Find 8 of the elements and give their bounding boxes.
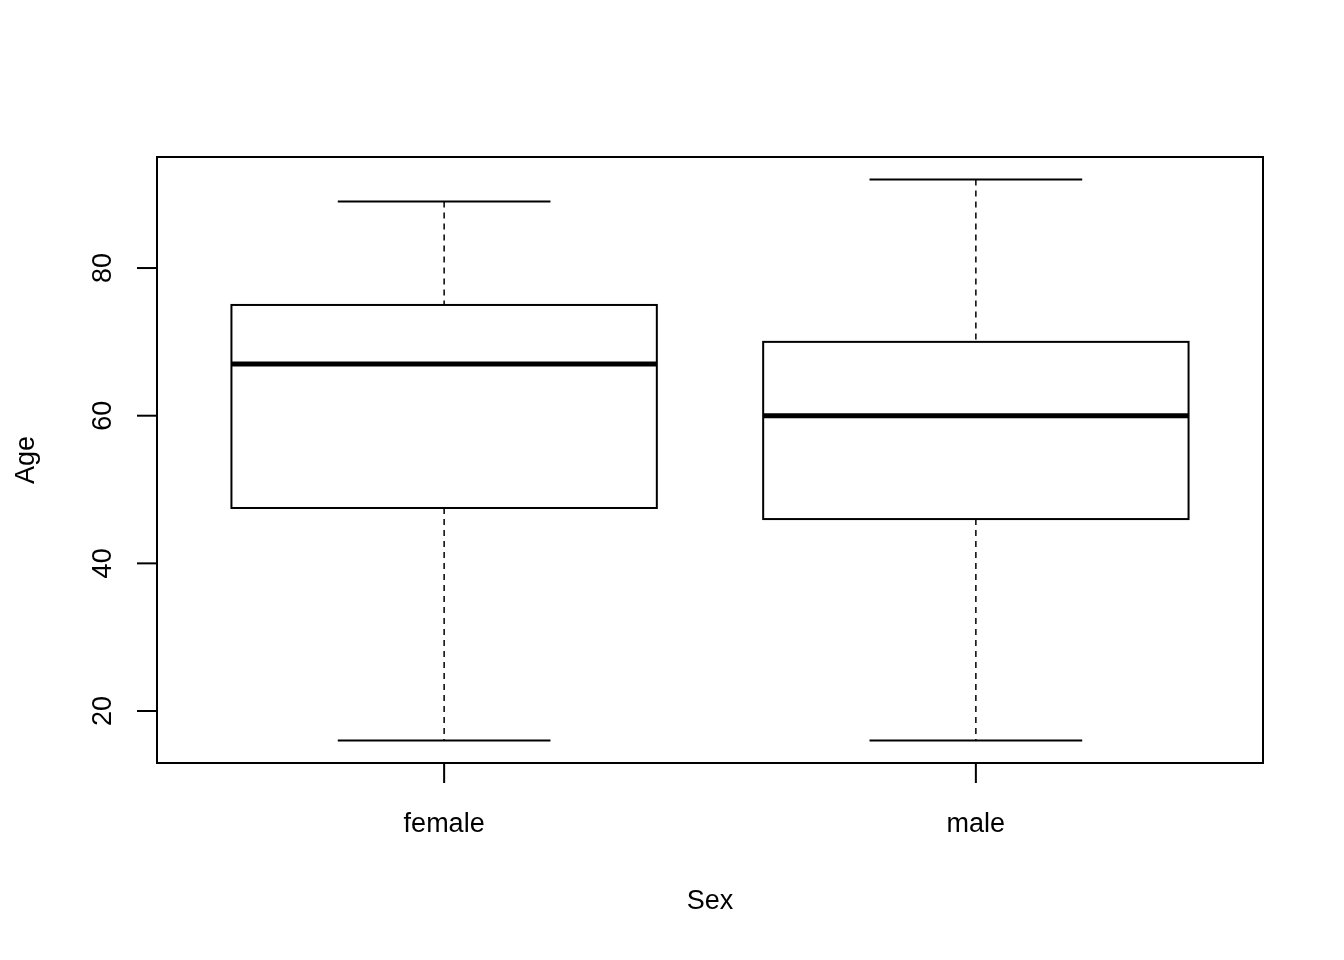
x-tick-label: female	[403, 808, 485, 838]
y-tick-label: 60	[87, 400, 117, 431]
y-tick-label: 40	[87, 548, 117, 579]
y-tick-label: 80	[87, 253, 117, 284]
x-axis-title: Sex	[686, 885, 734, 915]
y-axis-title: Age	[10, 435, 40, 485]
y-tick-label: 20	[87, 696, 117, 727]
x-tick-label: male	[946, 808, 1006, 838]
